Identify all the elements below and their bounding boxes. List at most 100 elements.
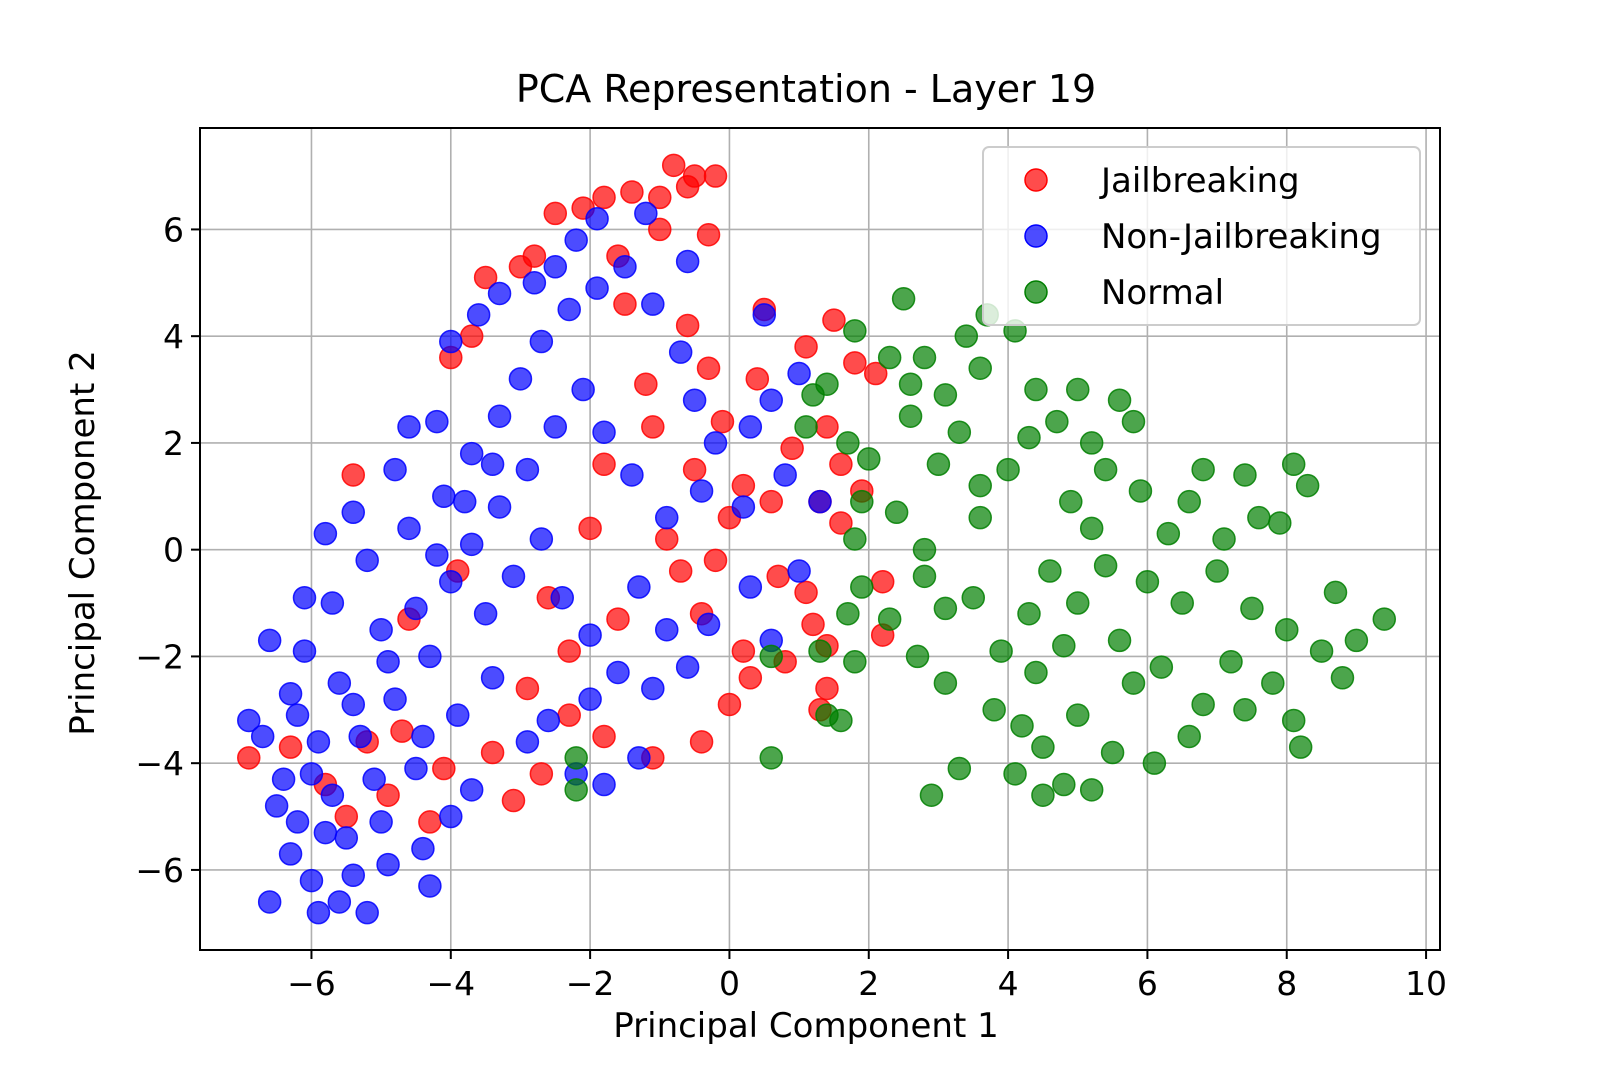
data-point [515,730,540,754]
data-point [710,409,735,434]
data-point [836,431,860,455]
data-point [383,457,407,482]
data-point [961,585,986,610]
data-point [641,292,665,316]
data-point [529,762,554,786]
data-point [278,735,303,759]
data-point [557,703,581,727]
data-point [606,660,630,685]
data-point [1240,596,1264,621]
data-point [522,271,547,295]
data-point [1038,559,1062,583]
data-point [1177,724,1201,749]
data-point [250,724,275,749]
data-point [675,313,700,338]
data-point [292,585,317,610]
y-tick-label: −2 [135,637,184,676]
data-point [703,164,728,188]
data-point [606,607,630,631]
data-point [745,367,770,391]
data-point [390,719,414,743]
y-tick-label: 4 [163,317,184,356]
data-point [787,361,811,386]
data-point [654,617,679,642]
data-point [703,548,728,573]
data-point [850,575,874,599]
data-point [459,441,484,466]
data-point [1052,772,1076,797]
data-point [843,351,867,375]
data-point [543,255,568,279]
data-point [780,436,804,461]
data-point [341,463,366,487]
data-point [376,650,400,674]
data-point [1344,628,1369,653]
data-point [508,367,533,391]
data-point [661,153,686,178]
data-point [585,276,609,300]
data-point [857,447,881,471]
data-point [334,826,359,850]
data-point [536,708,561,733]
data-point [696,612,721,637]
data-point [1149,655,1174,679]
data-point [264,794,289,818]
data-point [313,820,338,845]
data-point [1288,735,1313,759]
data-point [668,559,693,583]
data-point [843,319,867,343]
data-point [529,329,554,354]
data-point [696,356,721,380]
data-point [341,692,366,717]
data-point [1024,377,1048,402]
data-point [717,692,742,717]
data-point [278,842,303,866]
data-point [1024,660,1048,685]
data-point [1079,431,1104,455]
data-point [877,607,902,631]
data-point [564,778,588,802]
data-point [592,185,616,210]
data-point [1142,751,1167,775]
data-point [439,804,463,829]
data-point [515,676,540,701]
data-point [829,511,853,535]
data-point [1052,634,1076,658]
data-point [306,730,331,754]
data-point [355,900,379,925]
data-point [425,543,449,567]
axis-ticks: −6 −4 −2 0 2 4 6 8 10 −6 −4 −2 0 2 4 6 [135,210,1447,1003]
data-point [369,810,393,834]
data-point [592,452,616,477]
data-point [432,484,456,509]
data-point [355,548,379,573]
data-point [480,666,505,690]
data-point [794,580,818,605]
data-point [550,585,574,610]
data-point [682,457,707,482]
series-non-jailbreaking [237,201,832,925]
data-point [1330,666,1355,690]
data-point [1100,740,1125,765]
data-point [487,495,512,519]
data-point [1031,735,1055,759]
data-point [1295,473,1320,498]
data-point [1247,505,1271,530]
data-point [1093,553,1118,578]
data-point [850,489,874,514]
data-point [1268,511,1292,535]
data-point [1017,601,1041,626]
data-point [731,639,756,663]
data-point [912,345,937,370]
data-point [418,810,442,834]
data-point [759,644,783,669]
data-point [1107,628,1132,653]
y-tick-label: −4 [135,744,184,783]
data-point [877,345,902,370]
data-point [487,404,512,428]
data-point [348,724,372,749]
data-point [439,329,463,354]
data-point [1156,521,1181,546]
data-point [773,463,797,487]
data-points [237,153,1397,925]
